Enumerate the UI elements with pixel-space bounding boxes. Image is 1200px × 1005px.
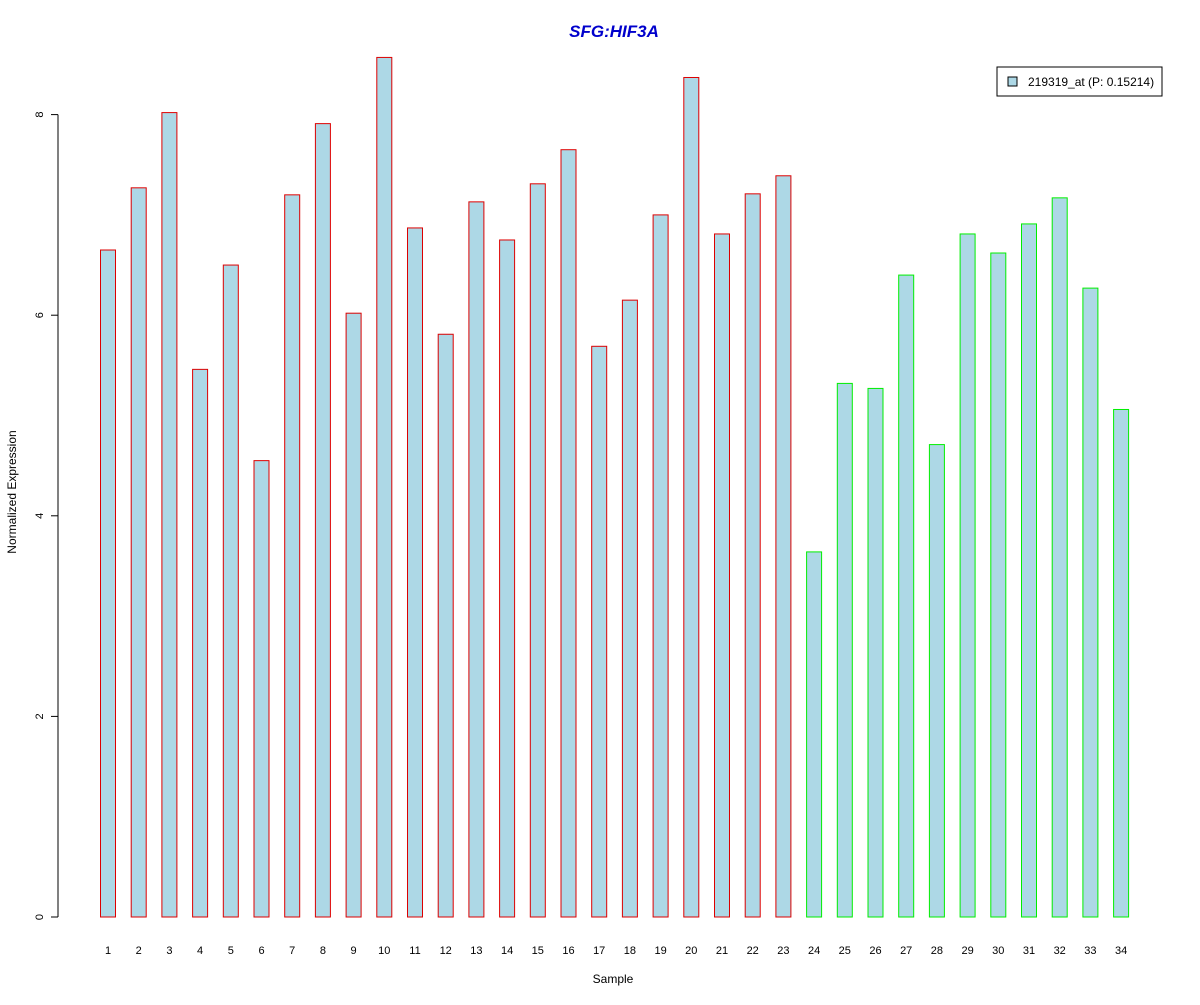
bar-sample-18	[621, 299, 638, 918]
y-tick-label: 6	[34, 312, 46, 318]
x-tick-label: 28	[931, 945, 943, 957]
bar-sample-28	[928, 444, 945, 918]
bar-sample-2	[130, 187, 147, 918]
bar-sample-32	[1051, 197, 1068, 918]
bar-sample-6	[253, 460, 270, 918]
x-tick-label: 1	[105, 945, 111, 957]
bar-sample-11	[407, 227, 423, 918]
bar-sample-19	[652, 214, 669, 918]
y-tick-label: 4	[34, 513, 46, 519]
bar-sample-17	[591, 345, 608, 918]
x-tick-label: 19	[654, 945, 666, 957]
bar-sample-4	[192, 368, 209, 918]
legend-label: 219319_at (P: 0.15214)	[1028, 75, 1154, 89]
y-axis-label: Normalized Expression	[5, 430, 19, 553]
bar-sample-27	[898, 274, 915, 918]
bar-sample-5	[222, 264, 239, 918]
legend: 219319_at (P: 0.15214)	[996, 66, 1163, 97]
bar-sample-34	[1113, 408, 1130, 918]
bars	[100, 56, 1130, 918]
bar-sample-16	[560, 149, 577, 918]
x-tick-label: 33	[1084, 945, 1096, 957]
x-tick-label: 7	[289, 945, 295, 957]
x-tick-label: 5	[228, 945, 234, 957]
x-tick-label: 21	[716, 945, 728, 957]
x-tick-label: 34	[1115, 945, 1127, 957]
y-axis-ticks: 0 2 4 6 8	[34, 112, 58, 920]
x-axis-tick-labels: 1 2 3 4 5 6 7 8 9 10 11 12 13 14 15 16 17 18 19 20 21 22 23 24 2…	[105, 945, 1127, 957]
x-tick-label: 11	[409, 945, 420, 957]
bar-sample-14	[499, 239, 516, 918]
bar-sample-10	[376, 56, 393, 918]
x-tick-label: 6	[258, 945, 264, 957]
bar-sample-20	[683, 76, 700, 918]
bar-sample-9	[345, 312, 362, 918]
legend-swatch	[1007, 76, 1018, 87]
bar-sample-24	[806, 551, 823, 918]
x-tick-label: 25	[839, 945, 851, 957]
bar-sample-23	[775, 175, 792, 918]
bar-sample-8	[314, 123, 331, 918]
x-tick-label: 27	[900, 945, 912, 957]
x-tick-label: 18	[624, 945, 636, 957]
x-tick-label: 30	[992, 945, 1004, 957]
legend-box	[996, 66, 1163, 97]
x-tick-label: 24	[808, 945, 820, 957]
x-tick-label: 22	[747, 945, 759, 957]
bar-sample-25	[836, 382, 853, 918]
bar-sample-33	[1082, 287, 1099, 918]
bar-sample-12	[437, 333, 454, 918]
x-tick-label: 32	[1054, 945, 1066, 957]
x-tick-label: 2	[136, 945, 142, 957]
bar-sample-7	[284, 194, 301, 918]
bar-sample-26	[867, 387, 884, 918]
bar-sample-3	[161, 112, 178, 918]
bar-sample-22	[744, 193, 761, 918]
bar-sample-13	[468, 201, 485, 918]
x-tick-label: 20	[685, 945, 697, 957]
x-tick-label: 17	[593, 945, 605, 957]
x-tick-label: 14	[501, 945, 513, 957]
bar-sample-30	[990, 252, 1007, 918]
x-tick-label: 23	[777, 945, 789, 957]
bar-sample-15	[529, 183, 546, 918]
x-tick-label: 15	[532, 945, 544, 957]
y-tick-label: 0	[34, 914, 46, 920]
x-tick-label: 12	[440, 945, 452, 957]
y-tick-label: 2	[34, 713, 46, 719]
x-tick-label: 3	[166, 945, 172, 957]
x-tick-label: 13	[470, 945, 482, 957]
x-tick-label: 31	[1023, 945, 1035, 957]
bar-sample-31	[1021, 223, 1037, 918]
x-tick-label: 10	[378, 945, 390, 957]
x-tick-label: 8	[320, 945, 326, 957]
x-tick-label: 16	[562, 945, 574, 957]
bar-sample-1	[100, 249, 116, 918]
y-tick-label: 8	[34, 112, 46, 118]
bar-sample-21	[714, 233, 730, 918]
x-tick-label: 29	[961, 945, 973, 957]
x-tick-label: 9	[351, 945, 357, 957]
x-axis-label: Sample	[593, 972, 634, 986]
x-tick-label: 4	[197, 945, 203, 957]
x-tick-label: 26	[869, 945, 881, 957]
chart-title: SFG:HIF3A	[569, 22, 659, 41]
bar-sample-29	[959, 233, 976, 918]
